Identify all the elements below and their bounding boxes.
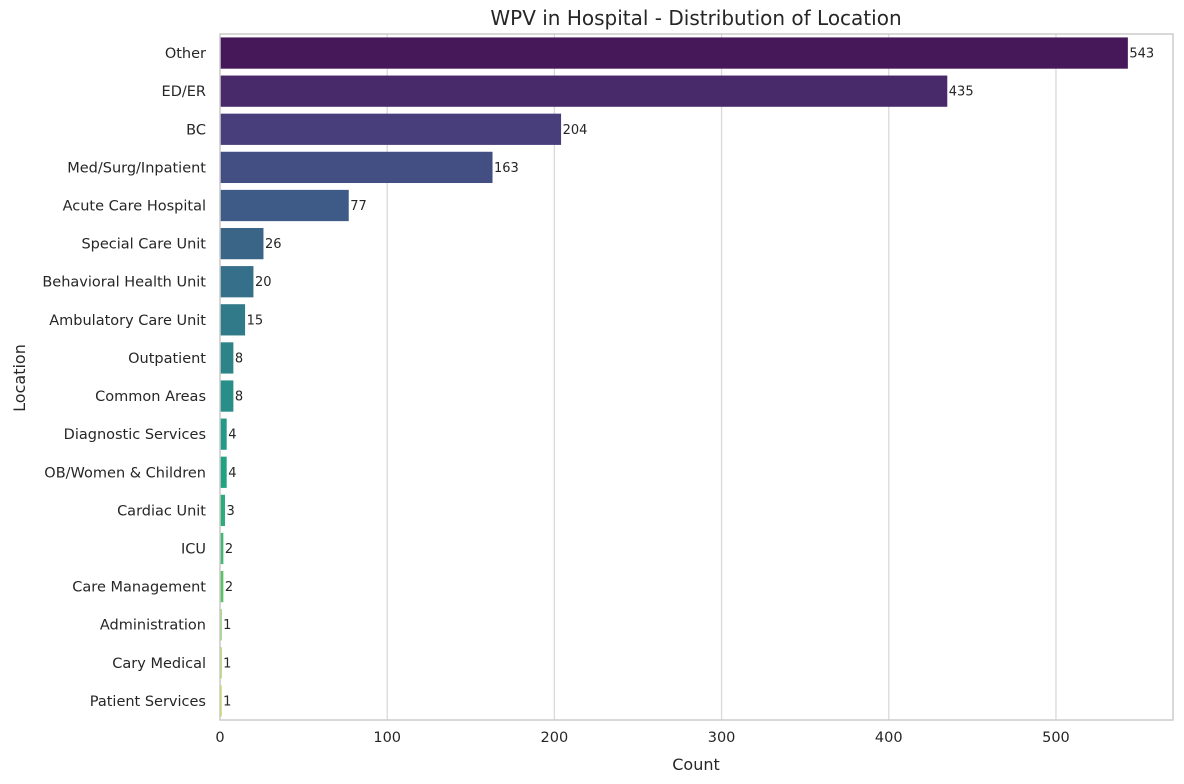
- bar-ed-er: [220, 75, 948, 107]
- bar-diagnostic-services: [220, 418, 227, 450]
- y-tick-label-cardiac-unit: Cardiac Unit: [117, 503, 206, 519]
- data-label-cary-medical: 1: [223, 656, 231, 671]
- y-tick-label-ed-er: ED/ER: [162, 84, 206, 100]
- bar-behavioral-health-unit: [220, 266, 254, 298]
- x-tick-label-400: 400: [875, 730, 903, 746]
- bar-care-management: [220, 570, 224, 603]
- plot-frame: [219, 33, 1174, 721]
- bar-administration: [220, 609, 222, 641]
- y-tick-label-care-management: Care Management: [72, 580, 206, 596]
- y-tick-label-administration: Administration: [100, 618, 206, 634]
- bar-cary-medical: [220, 647, 222, 679]
- y-tick-label-behavioral-health-unit: Behavioral Health Unit: [42, 275, 206, 291]
- bar-icu: [220, 532, 224, 565]
- data-label-outpatient: 8: [235, 351, 243, 366]
- bar-cardiac-unit: [220, 494, 226, 527]
- bar-med-surg-inpatient: [220, 151, 493, 184]
- data-label-other: 543: [1129, 47, 1154, 62]
- data-label-common-areas: 8: [235, 390, 243, 405]
- y-axis-label: Location: [10, 344, 29, 412]
- x-tick-label-0: 0: [215, 730, 224, 746]
- x-axis-label: Count: [672, 755, 720, 774]
- y-tick-label-acute-care-hospital: Acute Care Hospital: [63, 199, 206, 215]
- data-label-care-management: 2: [225, 580, 233, 595]
- data-label-administration: 1: [223, 618, 231, 633]
- bar-ob-women-children: [220, 456, 227, 488]
- y-tick-label-special-care-unit: Special Care Unit: [81, 237, 206, 253]
- x-tick-label-100: 100: [373, 730, 401, 746]
- data-label-icu: 2: [225, 542, 233, 557]
- y-tick-label-common-areas: Common Areas: [95, 389, 206, 405]
- y-tick-labels: Other ED/ER BC Med/Surg/Inpatient Acute Care…: [42, 46, 206, 710]
- y-tick-label-other: Other: [165, 46, 206, 62]
- data-label-ob-women-children: 4: [228, 466, 236, 481]
- y-tick-label-diagnostic-services: Diagnostic Services: [64, 427, 206, 443]
- bar-layer: [220, 37, 1128, 717]
- y-tick-label-ambulatory-care-unit: Ambulatory Care Unit: [49, 313, 206, 329]
- data-label-diagnostic-services: 4: [228, 428, 236, 443]
- bar-acute-care-hospital: [220, 189, 349, 222]
- data-label-behavioral-health-unit: 20: [255, 275, 272, 290]
- x-tick-labels: 0 100 200 300 400 500: [215, 730, 1069, 746]
- bar-bc: [220, 113, 562, 145]
- bar-outpatient: [220, 342, 234, 374]
- data-label-bc: 204: [563, 123, 588, 138]
- data-label-med-surg-inpatient: 163: [494, 161, 519, 176]
- bar-other: [220, 37, 1128, 69]
- data-label-special-care-unit: 26: [265, 237, 282, 252]
- data-label-cardiac-unit: 3: [227, 504, 235, 519]
- chart-title: WPV in Hospital - Distribution of Locati…: [490, 6, 901, 30]
- x-tick-label-200: 200: [541, 730, 569, 746]
- y-tick-label-patient-services: Patient Services: [90, 694, 206, 710]
- bar-patient-services: [220, 685, 222, 717]
- bar-special-care-unit: [220, 227, 264, 260]
- y-tick-label-med-surg-inpatient: Med/Surg/Inpatient: [67, 160, 206, 176]
- data-label-acute-care-hospital: 77: [350, 199, 367, 214]
- x-tick-label-300: 300: [708, 730, 736, 746]
- data-labels: 543 435 204 163 77 26 20 15 8 8 4 4 3 2 2 1 1 1: [223, 47, 1154, 710]
- x-tick-label-500: 500: [1042, 730, 1070, 746]
- y-tick-label-icu: ICU: [181, 542, 206, 558]
- y-tick-label-ob-women-children: OB/Women & Children: [44, 465, 206, 481]
- y-tick-label-cary-medical: Cary Medical: [112, 656, 206, 672]
- y-tick-label-bc: BC: [186, 122, 206, 138]
- data-label-ed-er: 435: [949, 85, 974, 100]
- bar-ambulatory-care-unit: [220, 304, 246, 336]
- data-label-patient-services: 1: [223, 694, 231, 709]
- bar-common-areas: [220, 380, 234, 412]
- data-label-ambulatory-care-unit: 15: [247, 313, 264, 328]
- y-tick-label-outpatient: Outpatient: [128, 351, 206, 367]
